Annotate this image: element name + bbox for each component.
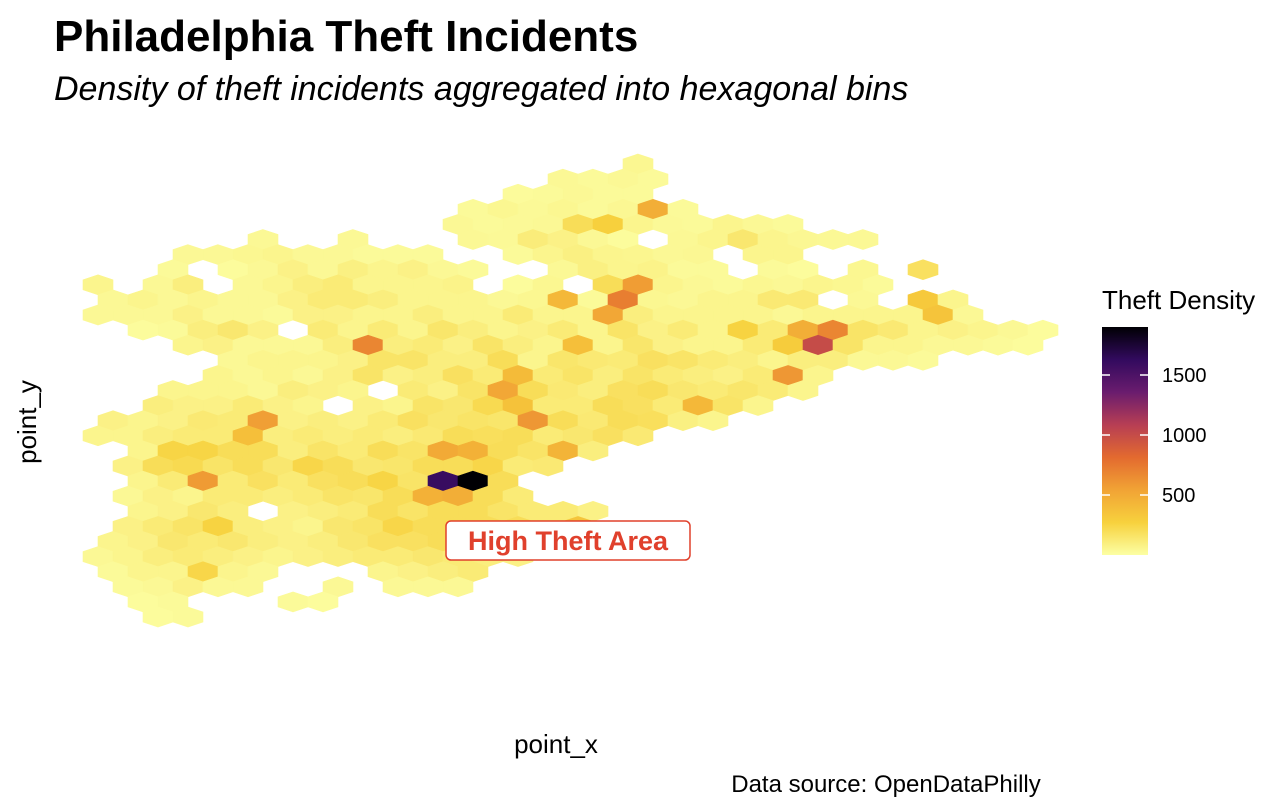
hex-bin	[907, 259, 939, 281]
hex-bin	[742, 395, 774, 416]
annotation-label: High Theft Area	[468, 526, 669, 556]
chart-subtitle: Density of theft incidents aggregated in…	[54, 70, 909, 108]
legend-tick-label: 500	[1162, 485, 1195, 507]
hex-bin	[577, 440, 609, 462]
legend-colorbar	[1102, 327, 1148, 555]
caption: Data source: OpenDataPhilly	[731, 771, 1041, 798]
hex-bin	[532, 455, 564, 477]
hex-bin	[172, 606, 204, 628]
legend-tick-label: 1500	[1162, 365, 1207, 387]
hex-bin	[697, 410, 729, 432]
hex-bin	[847, 229, 879, 250]
hex-bin	[307, 591, 339, 613]
legend-tick-label: 1000	[1162, 425, 1207, 447]
hex-bin	[442, 576, 474, 598]
legend-title: Theft Density	[1102, 285, 1255, 315]
hex-bin	[1012, 334, 1044, 356]
hex-bin	[787, 380, 819, 401]
hex-bin	[622, 425, 654, 447]
hex-bin	[907, 349, 939, 371]
x-axis-label: point_x	[514, 729, 598, 759]
high-theft-annotation: High Theft Area	[445, 520, 691, 561]
annotation-box	[445, 520, 691, 561]
hex-bin	[817, 229, 849, 250]
hex-bin-layer	[82, 153, 1059, 628]
y-axis-label: point_y	[12, 380, 42, 464]
chart-title: Philadelphia Theft Incidents	[54, 12, 639, 61]
hex-bin	[277, 591, 309, 613]
legend: Theft Density 500 1000 1500	[1102, 285, 1255, 555]
hex-bin	[232, 576, 264, 598]
